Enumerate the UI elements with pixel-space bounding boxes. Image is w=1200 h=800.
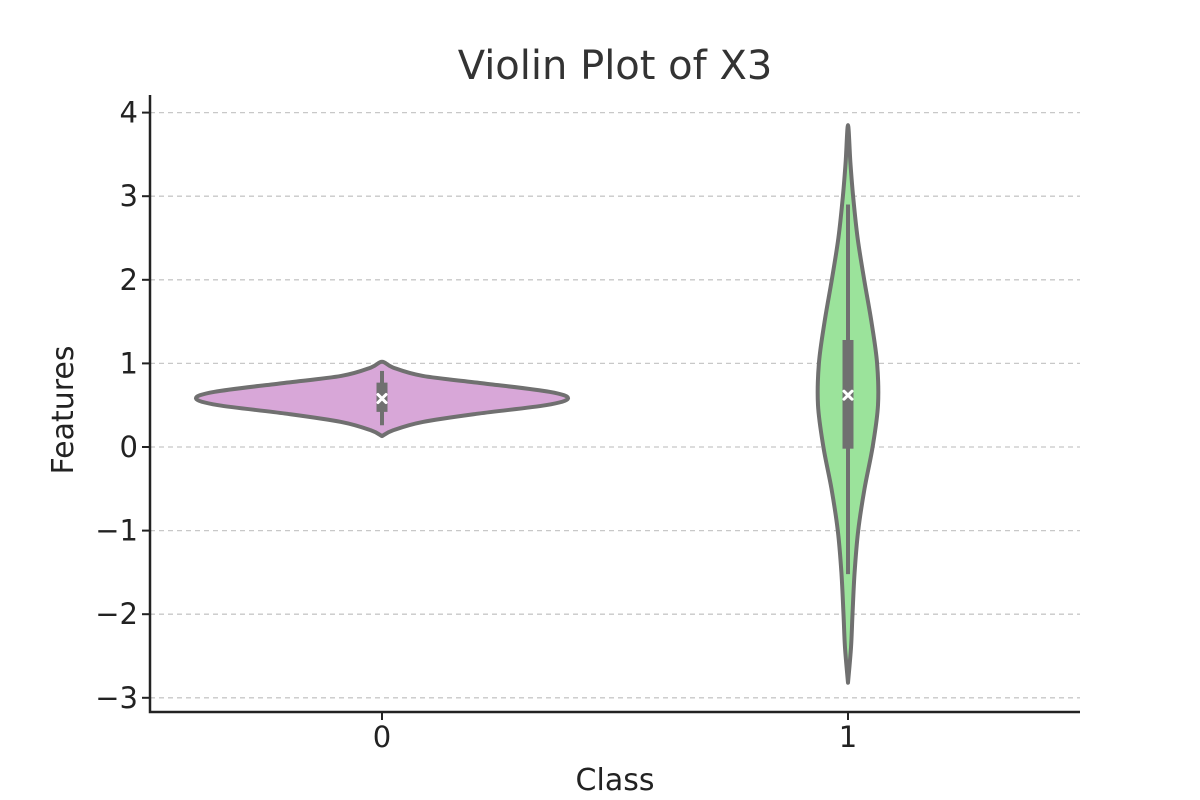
y-tick-label: 0	[120, 430, 138, 464]
chart-title: Violin Plot of X3	[458, 43, 773, 89]
y-tick-label: 1	[120, 346, 138, 380]
y-tick-label: 2	[120, 263, 138, 297]
violin-layer	[194, 123, 881, 685]
y-tick-label: 4	[120, 96, 138, 130]
axis-layer	[148, 95, 1080, 714]
violin-class-0	[194, 359, 570, 439]
y-ticks: 4 3 2 1 0 −1 −2 −3	[95, 96, 150, 715]
y-tick-label: −3	[95, 681, 138, 715]
x-tick-label: 1	[839, 720, 857, 754]
y-tick-label: −1	[95, 514, 138, 548]
x-tick-label: 0	[373, 720, 391, 754]
y-axis-label: Features	[46, 346, 81, 475]
violin-median-marker	[842, 389, 854, 401]
axes-spine	[148, 95, 1080, 714]
grid-layer	[150, 111, 1080, 699]
violin-median-marker	[376, 393, 388, 405]
y-tick-label: 3	[120, 179, 138, 213]
y-tick-label: −2	[95, 597, 138, 631]
x-axis-label: Class	[576, 763, 655, 798]
violin-class-1	[815, 123, 881, 685]
